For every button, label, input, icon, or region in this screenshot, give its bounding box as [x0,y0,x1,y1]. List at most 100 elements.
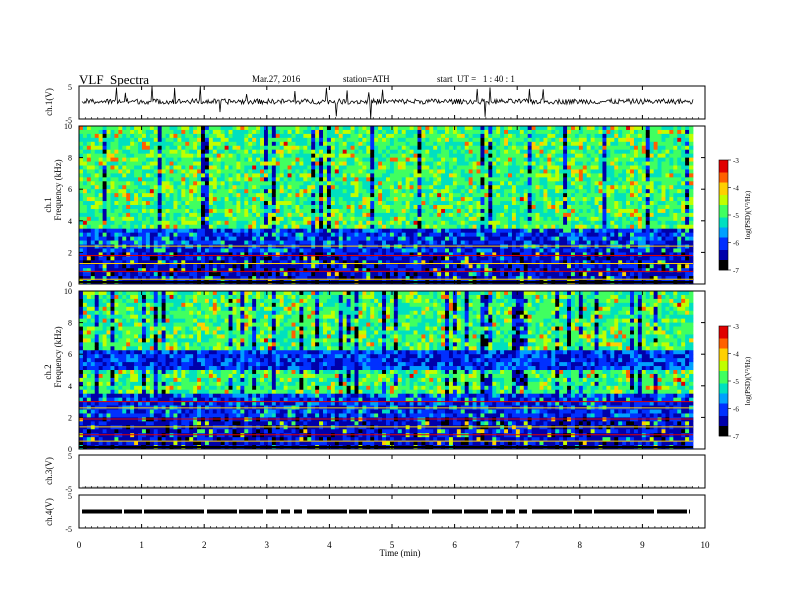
spectrogram-cell [263,149,269,155]
spectrogram-cell [291,260,296,265]
spectrogram-cell [114,264,119,269]
spectrogram-cell [118,145,123,151]
spectrogram-cell [315,197,320,202]
spectrogram-cell [86,189,92,194]
spectrogram-cell [354,197,359,202]
spectrogram-cell [358,212,363,218]
spectrogram-cell [295,276,300,281]
spectrogram-cell [476,161,481,166]
spectrogram-cell [523,220,529,226]
spectrogram-cell [397,157,403,162]
spectrogram-cell [201,145,206,151]
spectrogram-cell [456,248,462,253]
spectrogram-cell [138,220,143,226]
spectrogram-cell [185,260,190,265]
spectrogram-cell [468,153,473,158]
spectrogram-cell [559,161,564,166]
chart-title: VLF Spectra [79,72,150,87]
spectrogram-cell [405,260,411,265]
spectrogram-cell [122,220,127,226]
spectrogram-cell [86,228,92,234]
spectrogram-cell [256,197,261,202]
spectrogram-cell [421,252,426,257]
spectrogram-cell [523,189,529,194]
spectrogram-cell [496,224,501,230]
spectrogram-cell [567,216,572,222]
spectrogram-cell [90,224,96,230]
spectrogram-cell [130,224,135,230]
spectrogram-cell [448,232,454,237]
spectrogram-cell [370,149,375,155]
spectrogram-cell [563,189,568,194]
spectrogram-cell [118,276,123,281]
spectrogram-cell [189,181,194,186]
spectrogram-cell [555,228,560,234]
spectrogram-cell [106,165,111,170]
spectrogram-cell [228,276,233,281]
spectrogram-cell [232,129,237,135]
spectrogram-cell [346,256,351,261]
spectrogram-cell [389,137,395,143]
spectrogram-cell [378,220,383,226]
spectrogram-cell [122,133,127,139]
spectrogram-cell [236,256,241,261]
spectrogram-cell [197,240,202,245]
spectrogram-cell [500,216,505,222]
spectrogram-cell [330,220,336,226]
spectrogram-cell [98,236,104,241]
spectrogram-cell [441,240,446,245]
spectrogram-cell [307,272,312,277]
spectrogram-cell [252,252,257,257]
spectrogram-cell [283,193,289,198]
spectrogram-cell [287,208,292,214]
spectrogram-cell [303,272,308,277]
spectrogram-cell [413,276,418,281]
spectrogram-cell [189,240,194,245]
spectrogram-cell [551,276,556,281]
spectrogram-cell [307,185,312,190]
spectrogram-cell [149,260,155,265]
spectrogram-cell [433,240,438,245]
spectrogram-cell [90,137,96,143]
spectrogram-cell [118,189,123,194]
spectrogram-cell [523,260,529,265]
spectrogram-cell [79,232,84,237]
spectrogram-cell [267,248,273,253]
spectrogram-cell [169,173,174,178]
spectrogram-cell [193,208,198,214]
spectrogram-cell [149,252,155,257]
spectrogram-cell [460,276,466,281]
spectrogram-cell [236,264,241,269]
spectrogram-cell [212,141,218,147]
spectrogram-cell [476,185,481,190]
spectrogram-cell [425,240,430,245]
spectrogram-cell [311,212,316,218]
spectrogram-cell [508,133,513,139]
spectrogram-cell [539,137,544,143]
spectrogram-cell [256,157,261,162]
spectrogram-cell [189,260,194,265]
spectrogram-cell [417,165,422,170]
spectrogram-cell [350,165,355,170]
spectrogram-cell [515,197,521,202]
spectrogram-cell [145,264,151,269]
spectrogram-cell [531,126,536,131]
spectrogram-cell [319,129,324,135]
spectrogram-cell [149,276,155,281]
spectrogram-cell [421,177,426,182]
spectrogram-cell [90,252,96,257]
spectrogram-cell [271,169,277,174]
spectrogram-cell [437,197,442,202]
spectrogram-cell [464,161,470,166]
spectrogram-cell [86,268,92,273]
spectrogram-cell [456,137,462,143]
spectrogram-cell [193,197,198,202]
spectrogram-cell [157,165,163,170]
spectrogram-cell [138,208,143,214]
spectrogram-cell [551,224,556,230]
spectrogram-cell [563,193,568,198]
spectrogram-cell [370,193,375,198]
spectrogram-cell [563,133,568,139]
spectrogram-cell [527,185,533,190]
spectrogram-cell [204,133,210,139]
